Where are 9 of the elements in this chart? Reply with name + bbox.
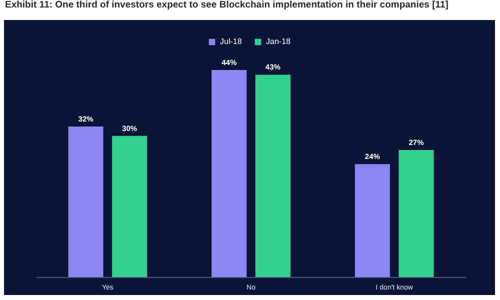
legend-label: Jul-18	[220, 37, 242, 46]
bar	[354, 164, 390, 277]
chart-title: Exhibit 11: One third of investors expect to see Blockchain implementation in their companies [11]	[5, 0, 448, 10]
bar	[398, 150, 434, 277]
bar	[255, 74, 290, 277]
legend-label: Jan-18	[266, 37, 292, 46]
bar	[68, 126, 104, 277]
bar	[212, 70, 247, 277]
bar	[112, 136, 148, 277]
